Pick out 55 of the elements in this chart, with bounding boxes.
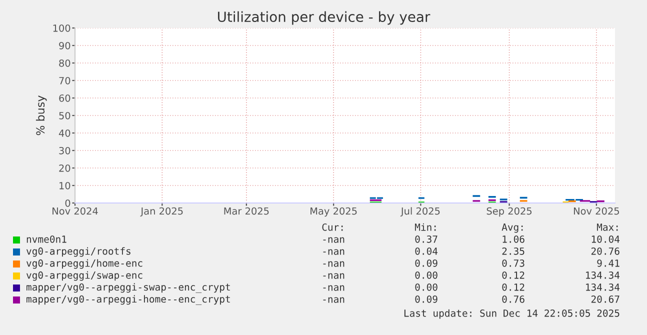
legend-label: nvme0n1 — [26, 235, 66, 243]
text: 20.76 — [591, 247, 620, 255]
text: 0.00 — [415, 283, 438, 291]
chart-title: Utilization per device - by year — [218, 11, 430, 25]
text: Last update: Sun Dec 14 22:05:05 2025 — [404, 309, 620, 319]
text: Min: — [414, 223, 436, 231]
y-tick-label: 70 — [59, 76, 70, 84]
y-tick-label: 30 — [59, 146, 70, 154]
y-tick-label: 50 — [59, 112, 70, 120]
text: 0.04 — [415, 247, 438, 255]
x-tick-label: Nov 2024 — [52, 207, 98, 215]
text: 0.00 — [415, 271, 438, 279]
y-tick-label: 60 — [59, 94, 70, 102]
y-tick-label: 10 — [60, 182, 70, 190]
text: -nan — [323, 261, 344, 267]
x-tick-label: Jul 2025 — [400, 207, 440, 216]
text: 0.76 — [502, 295, 524, 303]
y-axis-title: % busy — [36, 96, 47, 136]
x-tick-label: Nov 2025 — [574, 207, 619, 215]
text: 0.12 — [502, 283, 524, 291]
legend-label: mapper/vg0--arpeggi-swap--enc_crypt — [26, 283, 230, 293]
text: 0.12 — [502, 271, 524, 279]
y-tick-label: 80 — [59, 59, 70, 67]
legend-label: vg0-arpeggi/home-enc — [26, 259, 142, 269]
text: Avg: — [502, 224, 523, 233]
text: 9.41 — [597, 259, 620, 267]
y-tick-label: 0 — [65, 199, 70, 207]
y-tick-label: 100 — [53, 24, 70, 32]
text: 0.73 — [502, 259, 524, 267]
text: -nan — [323, 285, 344, 291]
text: 0.09 — [415, 295, 438, 303]
text: 1.06 — [502, 235, 524, 243]
text: 2.35 — [502, 247, 524, 255]
text: 134.34 — [586, 271, 620, 279]
x-tick-label: Sep 2025 — [486, 207, 532, 217]
text: 0.37 — [415, 235, 438, 243]
text: 10.04 — [592, 235, 620, 243]
legend-label: vg0-arpeggi/swap-enc — [26, 271, 142, 281]
text: Max: — [596, 224, 618, 231]
text: Cur: — [322, 223, 343, 231]
text: -nan — [323, 249, 344, 255]
x-tick-label: Jan 2025 — [140, 207, 183, 216]
text: -nan — [323, 297, 344, 303]
legend-label: vg0-arpeggi/rootfs — [26, 247, 130, 257]
text: 20.67 — [591, 295, 620, 303]
text: 0.09 — [415, 259, 438, 267]
legend-label: mapper/vg0--arpeggi-home--enc_crypt — [26, 295, 230, 305]
y-tick-label: 40 — [58, 129, 70, 137]
x-tick-label: Mar 2025 — [224, 207, 269, 215]
y-tick-label: 20 — [59, 164, 70, 172]
y-tick-label: 90 — [59, 42, 70, 50]
text: -nan — [323, 237, 344, 243]
x-tick-label: May 2025 — [310, 207, 357, 217]
text: 134.34 — [586, 283, 620, 291]
text: -nan — [323, 273, 344, 279]
